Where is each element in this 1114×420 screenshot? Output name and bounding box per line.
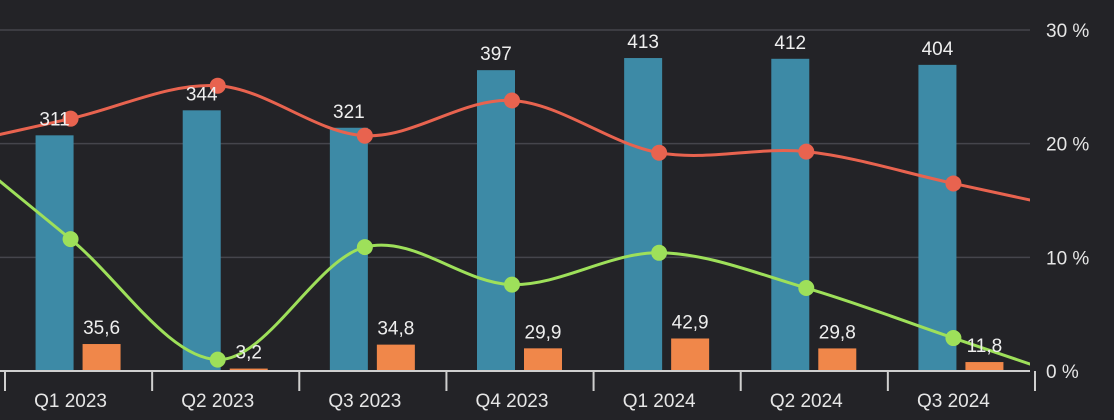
bar <box>965 362 1004 371</box>
bar-value-label: 11,8 <box>967 336 1003 357</box>
line-point <box>356 239 373 256</box>
line-point <box>504 92 520 109</box>
x-tick-label: Q3 2024 <box>917 391 990 412</box>
bar-value-label: 29,8 <box>819 322 856 343</box>
bar <box>624 58 663 371</box>
bar <box>524 348 562 371</box>
bar-value-label: 344 <box>186 84 218 105</box>
bar-value-label: 412 <box>774 33 806 54</box>
x-tick-label: Q4 2023 <box>476 391 549 412</box>
line-point <box>945 175 962 192</box>
bar-value-label: 42,9 <box>672 312 709 333</box>
line-point <box>209 351 226 368</box>
bar-value-label: 397 <box>480 44 512 65</box>
series-line <box>0 179 1030 366</box>
line-point <box>651 144 668 161</box>
bars <box>35 58 1004 372</box>
y-tick-label: 20 % <box>1046 135 1089 156</box>
line-point <box>356 127 373 144</box>
line-point <box>62 231 79 248</box>
y-tick-label: 30 % <box>1046 21 1089 42</box>
data-labels: 311 344 321 397 413 412 404 35,6 3,2 34,8 29,9 42,9… <box>39 32 1002 364</box>
y-tick-label: 10 % <box>1046 248 1089 269</box>
right-y-axis: 0 % 10 % 20 % 30 % <box>1046 21 1089 383</box>
bar-value-label: 404 <box>922 39 954 60</box>
x-tick-label: Q3 2023 <box>328 391 401 412</box>
y-tick-label: 0 % <box>1046 362 1079 383</box>
bar <box>376 344 415 371</box>
bar <box>818 348 857 371</box>
x-tick-label: Q1 2023 <box>34 391 107 412</box>
bar <box>82 344 121 371</box>
line-point <box>798 280 815 297</box>
line-point <box>651 244 668 261</box>
line-point <box>798 143 815 160</box>
x-tick-label: Q2 2023 <box>181 391 254 412</box>
x-tick-label: Q1 2024 <box>623 391 696 412</box>
bar <box>229 368 268 371</box>
bar <box>918 64 957 371</box>
line-point <box>504 276 520 293</box>
line-point <box>945 330 962 347</box>
series-lines <box>0 77 1030 368</box>
bar <box>671 338 710 371</box>
bar <box>477 70 515 371</box>
x-tick-label: Q2 2024 <box>770 391 843 412</box>
bar-value-label: 29,9 <box>525 322 562 343</box>
bar <box>182 110 221 371</box>
bar-value-label: 321 <box>333 102 365 123</box>
bar <box>771 58 810 371</box>
bar-value-label: 3,2 <box>236 343 262 364</box>
bar-value-label: 413 <box>627 32 659 53</box>
line-point <box>62 110 79 127</box>
x-axis: Q1 2023 Q2 2023 Q3 2023 Q4 2023 Q1 2024 Q2 20… <box>0 370 1036 412</box>
bar-value-label: 35,6 <box>83 318 120 339</box>
line-point <box>209 77 226 94</box>
bar-value-label: 311 <box>39 109 69 130</box>
bar <box>35 135 74 371</box>
bar-value-label: 34,8 <box>377 319 414 340</box>
